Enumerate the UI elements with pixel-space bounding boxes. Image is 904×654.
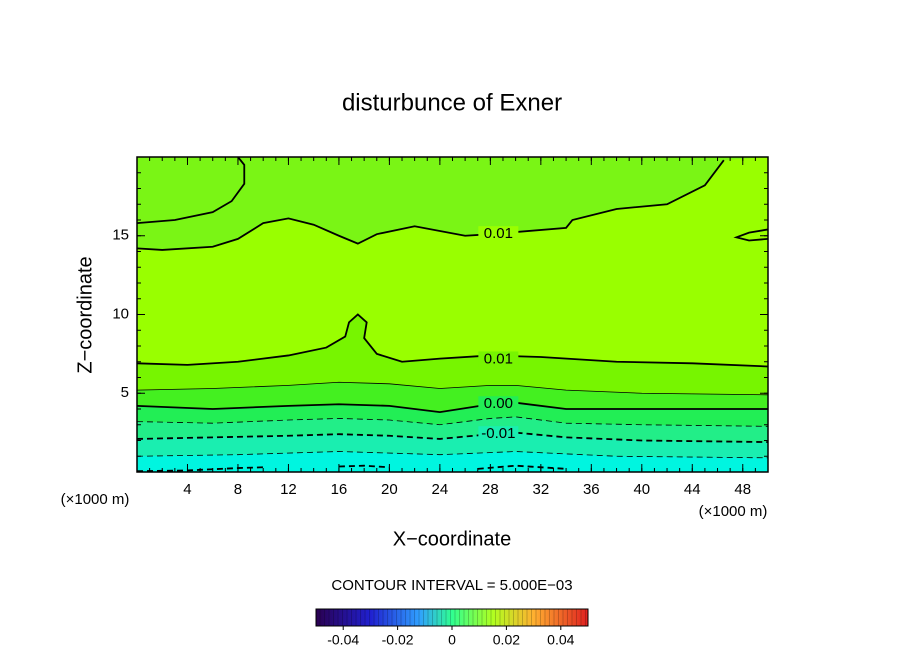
y-tick-label: 15 <box>112 227 129 244</box>
colorbar-tick-label: -0.02 <box>382 632 414 648</box>
x-axis-label: X−coordinate <box>393 528 511 550</box>
x-tick-label: 36 <box>583 481 600 498</box>
colorbar-tick-label: -0.04 <box>327 632 359 648</box>
x-tick-label: 8 <box>234 481 242 498</box>
y-unit: (×1000 m) <box>699 503 768 520</box>
x-tick-label: 12 <box>280 481 297 498</box>
contour-line <box>137 157 246 225</box>
x-tick-label: 24 <box>432 481 449 498</box>
contour-line <box>137 381 768 396</box>
colorbar-tick-label: 0 <box>448 632 456 648</box>
contour-line <box>733 228 768 242</box>
colorbar-tick-label: 0.04 <box>547 632 574 648</box>
contour-line <box>137 431 768 443</box>
contour-line <box>137 159 725 251</box>
x-tick-label: 28 <box>482 481 499 498</box>
contour-line <box>137 313 768 368</box>
contour-label-bg <box>478 396 519 413</box>
contour-line <box>137 401 768 414</box>
x-unit: (×1000 m) <box>61 491 130 508</box>
plot-area: 0.01 0.01 0.00 -0.01 <box>137 157 768 472</box>
x-tick-label: 32 <box>532 481 549 498</box>
x-tick-label: 4 <box>183 481 191 498</box>
contour-label: 0.01 <box>484 225 513 242</box>
x-tick-label: 44 <box>684 481 701 498</box>
contour-label-bg <box>478 426 519 443</box>
contour-line <box>137 451 768 459</box>
y-axis-label: Z−coordinate <box>74 256 96 373</box>
contour-label: 0.01 <box>484 350 513 367</box>
contour-label: 0.00 <box>484 395 513 412</box>
x-tick-label: 48 <box>734 481 751 498</box>
contour-label: -0.01 <box>481 425 515 442</box>
x-tick-label: 40 <box>633 481 650 498</box>
contour-line <box>137 416 768 427</box>
y-tick-label: 5 <box>121 384 129 401</box>
contour-interval: CONTOUR INTERVAL = 5.000E−03 <box>331 577 572 594</box>
x-tick-label: 16 <box>331 481 348 498</box>
chart-title: disturbunce of Exner <box>342 89 562 116</box>
colorbar-tick-label: 0.02 <box>493 632 520 648</box>
colorbar <box>315 608 589 627</box>
x-tick-label: 20 <box>381 481 398 498</box>
y-tick-label: 10 <box>112 305 129 322</box>
contour-label-bg <box>478 226 519 243</box>
contour-label-bg <box>478 351 519 368</box>
band-fill <box>137 451 768 472</box>
